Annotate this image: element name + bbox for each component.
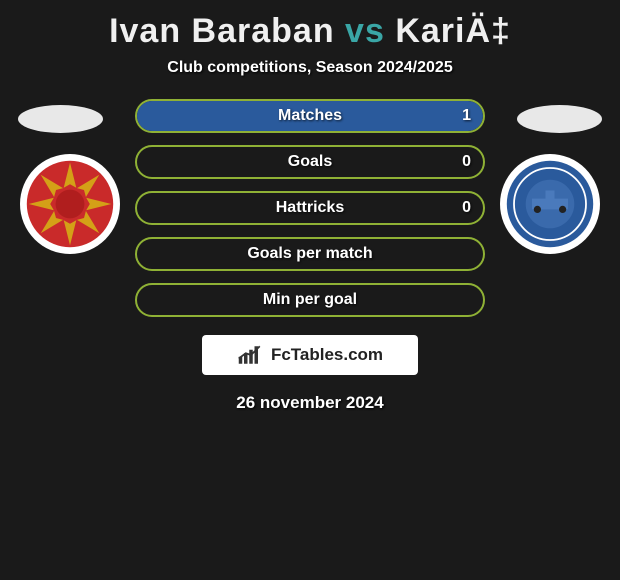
comparison-layout: Matches 1 Goals 0 Hattricks 0 Goals per match M… [0, 99, 620, 317]
stat-label: Goals per match [247, 245, 372, 263]
stat-label: Hattricks [276, 199, 344, 217]
stat-label: Matches [278, 107, 342, 125]
club-crest-left-icon [25, 159, 115, 249]
club-badge-right [500, 154, 600, 254]
club-badge-left [20, 154, 120, 254]
stat-row: Goals per match [135, 237, 485, 271]
stats-list: Matches 1 Goals 0 Hattricks 0 Goals per match M… [135, 99, 485, 317]
stat-row: Goals 0 [135, 145, 485, 179]
player2-name: KariÄ‡ [395, 12, 511, 50]
stat-row: Min per goal [135, 283, 485, 317]
brand-badge: FcTables.com [202, 335, 418, 375]
bar-chart-icon [237, 344, 265, 366]
stat-row: Hattricks 0 [135, 191, 485, 225]
stat-value-right: 1 [462, 107, 471, 125]
stat-value-right: 0 [462, 199, 471, 217]
stat-label: Min per goal [263, 291, 357, 309]
stat-row: Matches 1 [135, 99, 485, 133]
stat-value-right: 0 [462, 153, 471, 171]
brand-text: FcTables.com [271, 345, 383, 365]
vs-word: vs [345, 12, 385, 50]
snapshot-date: 26 november 2024 [0, 393, 620, 413]
stat-label: Goals [288, 153, 332, 171]
comparison-title: Ivan Baraban vs KariÄ‡ [0, 0, 620, 51]
left-indicator [18, 105, 103, 133]
club-crest-right-icon [505, 159, 595, 249]
season-subtitle: Club competitions, Season 2024/2025 [0, 59, 620, 77]
player1-name: Ivan Baraban [109, 12, 335, 50]
right-indicator [517, 105, 602, 133]
